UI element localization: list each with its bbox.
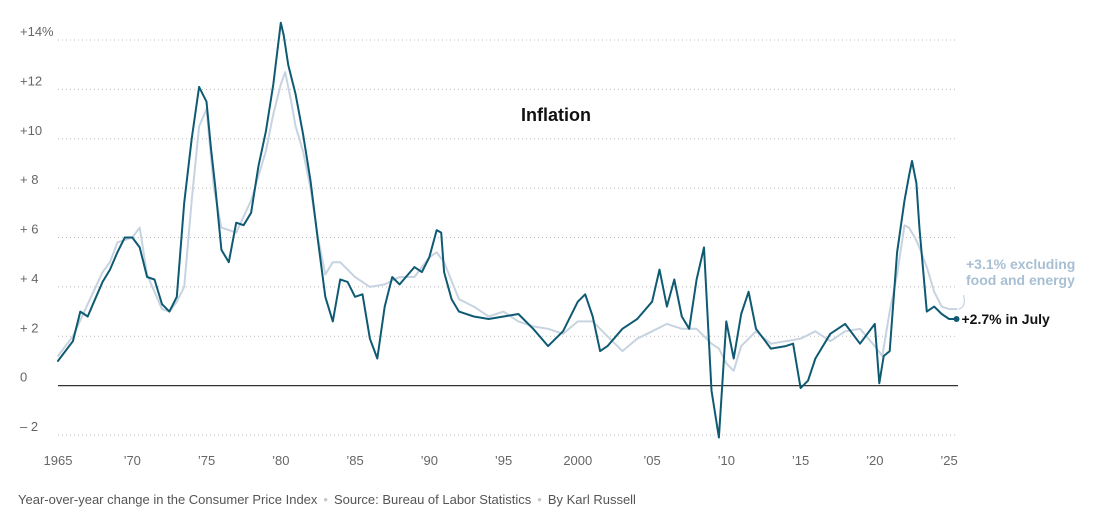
x-tick-label: ’20 [866, 453, 883, 468]
headline-annotation: +2.7% in July [962, 311, 1051, 327]
series-lines [57, 21, 958, 439]
y-tick-label: + 8 [20, 172, 38, 187]
gridlines [58, 39, 958, 436]
headline-endpoint-dot [953, 315, 960, 322]
y-tick-label: + 4 [20, 271, 38, 286]
y-tick-label: + 6 [20, 222, 38, 237]
y-tick-label: +14% [20, 24, 54, 39]
x-axis-tick-labels: 1965 ’70 ’75 ’80 ’85 ’90 ’95 2000 ’05 ’10 ’15 ’20 ’2… [44, 453, 958, 468]
core-annotation-connector [958, 294, 965, 310]
y-tick-label: 0 [20, 370, 27, 385]
footer-byline: By Karl Russell [547, 492, 636, 507]
core-annotation: +3.1% excluding food and energy [966, 256, 1075, 288]
footer-description: Year-over-year change in the Consumer Pr… [18, 492, 318, 507]
y-tick-label: +10 [20, 123, 42, 138]
x-tick-label: ’95 [495, 453, 512, 468]
x-tick-label: 1965 [44, 453, 73, 468]
x-tick-label: ’75 [198, 453, 215, 468]
footer-source: Source: Bureau of Labor Statistics [333, 492, 532, 507]
x-tick-label: 2000 [563, 453, 592, 468]
x-tick-label: ’80 [272, 453, 289, 468]
x-tick-label: ’10 [718, 453, 735, 468]
footer-separator: • [323, 492, 328, 507]
footer: Year-over-year change in the Consumer Pr… [18, 492, 636, 507]
y-tick-label: – 2 [20, 419, 38, 434]
y-tick-label: + 2 [20, 320, 38, 335]
annotations: +3.1% excluding food and energy +2.7% in J… [953, 256, 1075, 327]
y-tick-label: +12 [20, 73, 42, 88]
x-tick-label: ’25 [940, 453, 957, 468]
core-annotation-line: +3.1% excluding [966, 256, 1075, 272]
x-tick-label: ’05 [643, 453, 660, 468]
chart-title: Inflation [521, 105, 591, 125]
core-annotation-line: food and energy [966, 272, 1075, 288]
x-tick-label: ’90 [421, 453, 438, 468]
y-axis-tick-labels: +14% +12 +10 + 8 + 6 + 4 + 2 0 – 2 [20, 24, 54, 434]
x-tick-label: ’85 [346, 453, 363, 468]
footer-separator: • [537, 492, 542, 507]
x-tick-label: ’15 [792, 453, 809, 468]
core-cpi-line [57, 71, 958, 372]
x-tick-label: ’70 [124, 453, 141, 468]
headline-cpi-line [57, 21, 958, 439]
